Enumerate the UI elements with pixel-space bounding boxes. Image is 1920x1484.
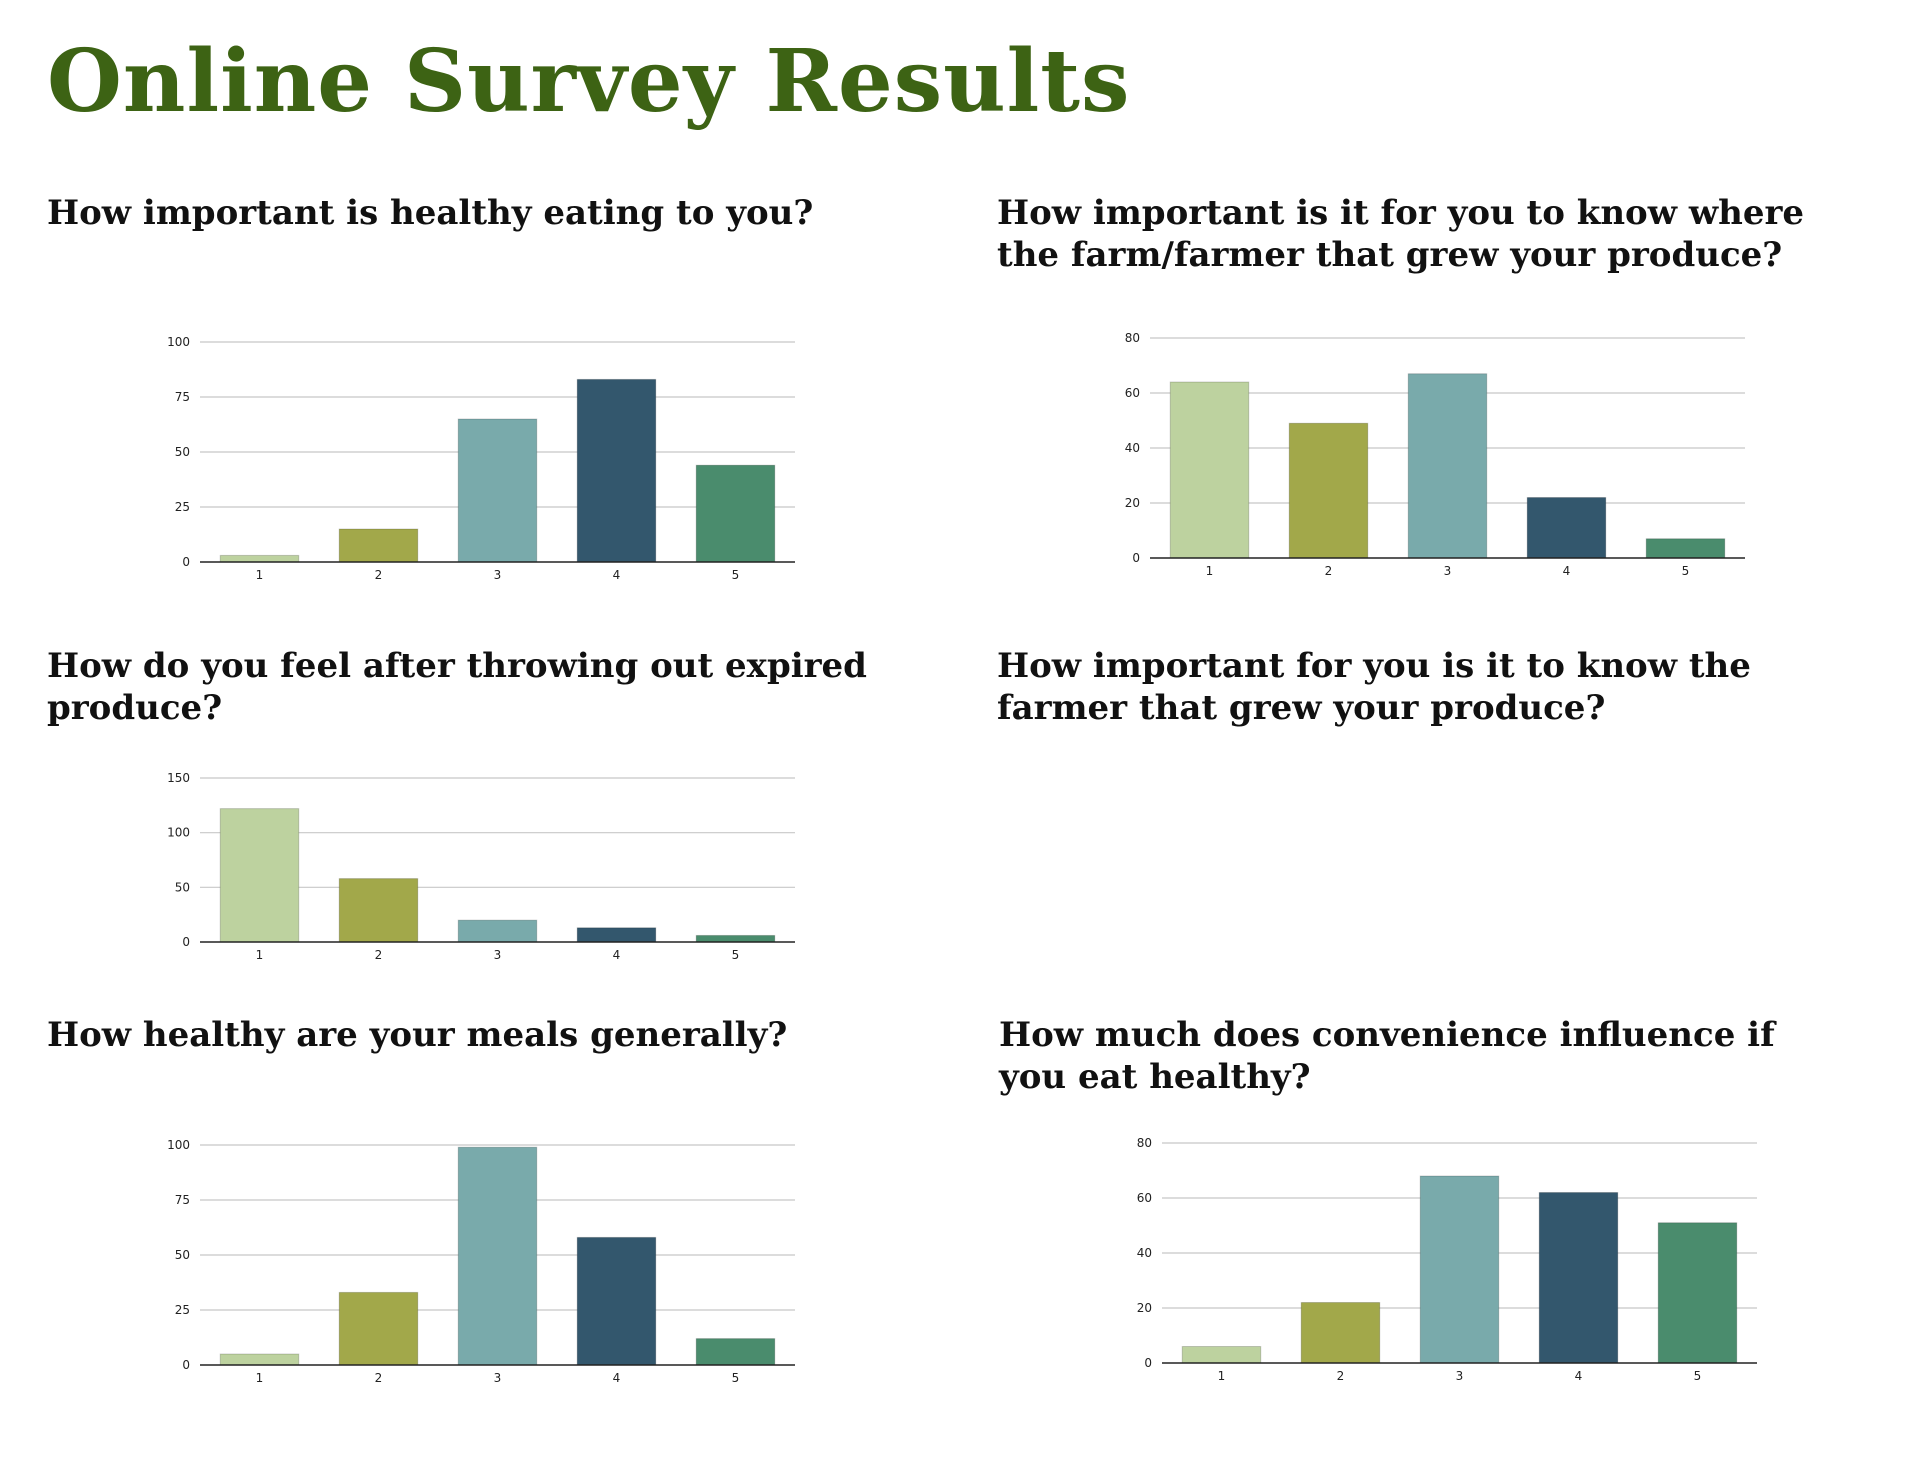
x-tick-label: 1 [256,568,264,582]
bar-1 [219,1353,300,1366]
x-tick-label: 4 [613,1371,621,1385]
y-tick-label: 0 [182,1358,190,1372]
x-tick-label: 5 [732,948,740,962]
chart-healthy-eating: 0 25 50 75 100 1 2 3 4 5 [167,335,795,582]
x-tick-label: 3 [1444,564,1452,578]
y-tick-label: 40 [1125,441,1140,455]
y-tick-label: 80 [1125,331,1140,345]
x-tick-label: 5 [1694,1369,1702,1383]
x-tick-label: 5 [732,1371,740,1385]
question-know-farmer: How important for you is it to know the … [997,646,1751,728]
x-tick-label: 2 [375,568,383,582]
page-title: Online Survey Results [47,31,1131,132]
bar-2 [338,1291,419,1366]
chart-know-farm: 0 20 40 60 80 1 2 3 4 5 [1125,331,1745,578]
x-tick-label: 1 [1206,564,1214,578]
chart-healthy-meals: 0 25 50 75 100 1 2 3 4 5 [167,1138,795,1385]
bar-3 [457,1146,538,1366]
y-tick-label: 75 [175,390,190,404]
x-tick-label: 4 [1575,1369,1583,1383]
bar-4 [576,1236,657,1366]
y-tick-label: 100 [167,335,190,349]
y-tick-label: 0 [182,555,190,569]
x-tick-label: 5 [1682,564,1690,578]
y-tick-label: 100 [167,826,190,840]
chart-convenience: 0 20 40 60 80 1 2 3 4 5 [1137,1136,1757,1383]
bar-1 [219,554,300,563]
x-tick-label: 4 [1563,564,1571,578]
x-tick-label: 5 [732,568,740,582]
x-tick-label: 2 [375,948,383,962]
bar-3 [1419,1175,1500,1364]
x-tick-label: 1 [256,1371,264,1385]
bar-3 [1407,373,1488,559]
y-tick-label: 20 [1137,1301,1152,1315]
x-tick-label: 3 [494,1371,502,1385]
x-tick-label: 4 [613,948,621,962]
y-tick-label: 80 [1137,1136,1152,1150]
y-tick-label: 150 [167,771,190,785]
y-tick-label: 0 [182,935,190,949]
bar-5 [1645,538,1726,559]
question-convenience: How much does convenience influence if y… [999,1015,1775,1097]
y-tick-label: 50 [175,445,190,459]
y-tick-label: 100 [167,1138,190,1152]
question-expired-produce: How do you feel after throwing out expir… [47,646,867,728]
bar-3 [457,919,538,943]
bar-3 [457,418,538,563]
x-tick-label: 1 [256,948,264,962]
y-tick-label: 25 [175,500,190,514]
y-tick-label: 50 [175,1248,190,1262]
x-tick-label: 3 [494,568,502,582]
y-tick-label: 0 [1144,1356,1152,1370]
bar-4 [1526,497,1607,559]
x-tick-label: 3 [494,948,502,962]
question-healthy-eating: How important is healthy eating to you? [47,193,814,233]
bar-2 [338,528,419,563]
bar-1 [1181,1346,1262,1364]
bar-4 [576,378,657,563]
question-healthy-meals: How healthy are your meals generally? [47,1015,788,1055]
x-tick-label: 1 [1218,1369,1226,1383]
bar-2 [1300,1302,1381,1364]
x-tick-label: 2 [1325,564,1333,578]
bar-2 [338,878,419,943]
bar-5 [695,1338,776,1366]
y-tick-label: 60 [1137,1191,1152,1205]
bar-4 [1538,1192,1619,1364]
bar-1 [1169,381,1250,559]
bar-2 [1288,422,1369,559]
bar-5 [695,464,776,563]
chart-expired-produce: 0 50 100 150 1 2 3 4 5 [167,771,795,962]
y-tick-label: 50 [175,880,190,894]
bar-5 [695,934,776,943]
question-know-farm: How important is it for you to know wher… [997,193,1805,275]
bar-5 [1657,1222,1738,1364]
x-tick-label: 2 [1337,1369,1345,1383]
x-tick-label: 3 [1456,1369,1464,1383]
x-tick-label: 2 [375,1371,383,1385]
y-tick-label: 0 [1132,551,1140,565]
bar-4 [576,927,657,943]
y-tick-label: 75 [175,1193,190,1207]
bar-1 [219,808,300,943]
y-tick-label: 25 [175,1303,190,1317]
x-tick-label: 4 [613,568,621,582]
y-tick-label: 40 [1137,1246,1152,1260]
y-tick-label: 20 [1125,496,1140,510]
y-tick-label: 60 [1125,386,1140,400]
